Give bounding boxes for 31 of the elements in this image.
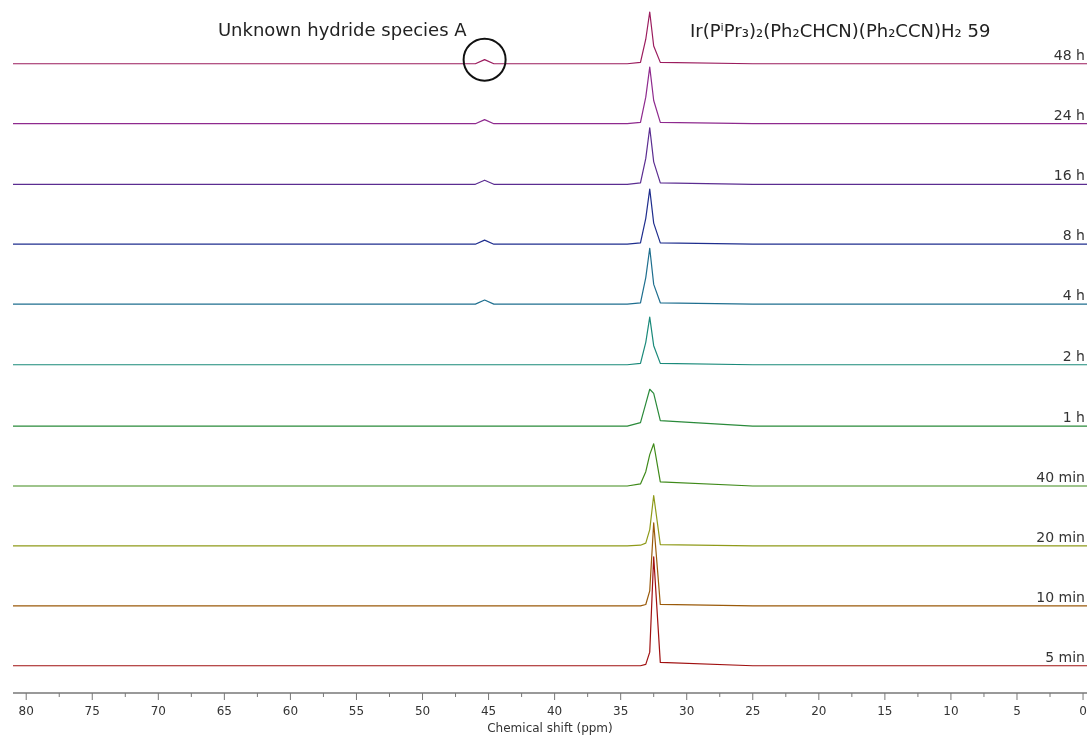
x-tick-label: 65: [216, 704, 233, 718]
x-tick-label: 25: [745, 704, 761, 718]
x-tick-label: 60: [282, 704, 299, 718]
series-label: 40 min: [1036, 468, 1085, 485]
x-tick-label: 35: [613, 704, 629, 718]
series-label: 5 min: [1045, 648, 1085, 665]
series-label: 4 h: [1062, 287, 1085, 304]
x-tick-label: 5: [1013, 704, 1021, 718]
x-tick-label: 50: [414, 704, 431, 718]
series-label: 48 h: [1053, 46, 1085, 63]
x-tick-label: 10: [943, 704, 959, 718]
series-label: 1 h: [1062, 409, 1085, 426]
x-tick-label: 20: [811, 704, 827, 718]
series-label: 16 h: [1053, 167, 1085, 184]
series-label: 24 h: [1053, 106, 1085, 123]
x-tick-label: 80: [18, 704, 34, 718]
text: Ir(PⁱPr₃)₂(Ph₂CHCN)(Ph₂CCN)H₂ 59: [690, 20, 991, 41]
series-label: 8 h: [1062, 227, 1085, 244]
x-axis-title: Chemical shift (ppm): [487, 721, 613, 735]
series-label: 2 h: [1062, 347, 1085, 364]
x-tick-label: 40: [546, 704, 563, 718]
x-tick-label: 70: [150, 704, 166, 718]
x-tick-label: 30: [679, 704, 695, 718]
series-label: 20 min: [1036, 528, 1085, 545]
x-tick-label: 75: [84, 704, 100, 718]
x-tick-label: 45: [480, 704, 497, 718]
x-tick-label: 55: [348, 704, 365, 718]
x-tick-label: 15: [877, 704, 893, 718]
series-label: 10 min: [1036, 588, 1085, 605]
annotation: Unknown hydride species A: [217, 18, 468, 40]
x-tick-label: 0: [1079, 704, 1087, 718]
